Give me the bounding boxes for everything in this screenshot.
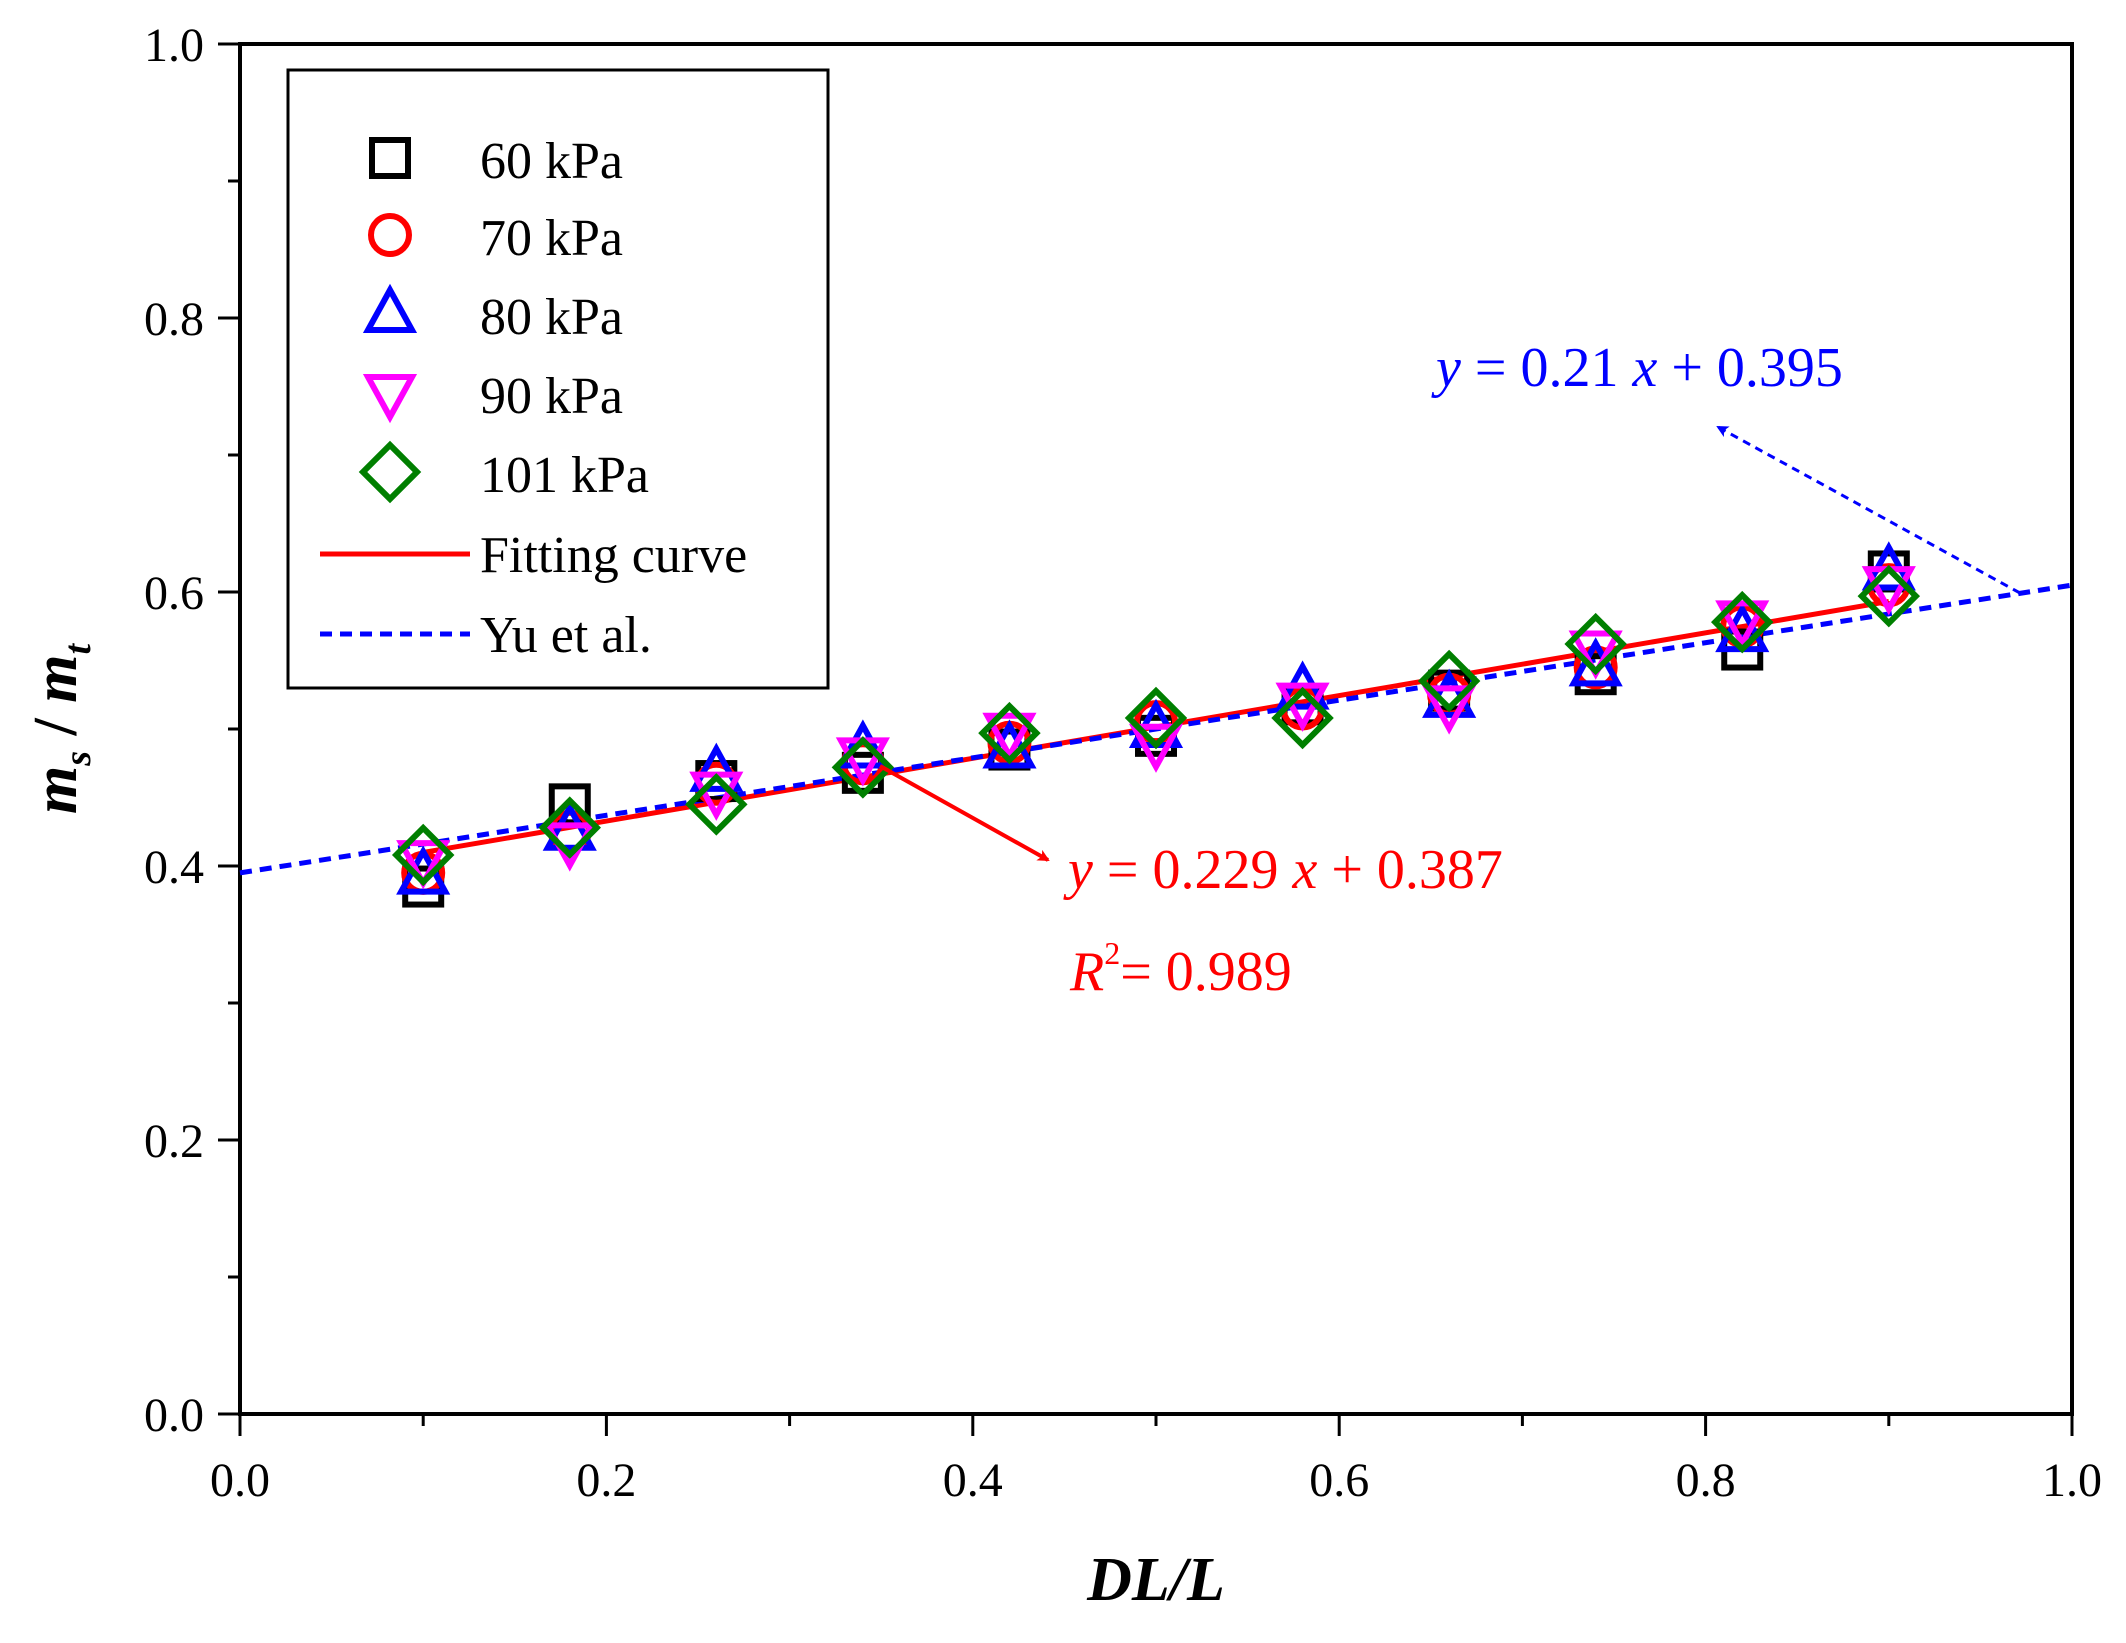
- series-101-kpa: [391, 564, 1921, 887]
- red-r-squared: R2= 0.989: [1069, 935, 1292, 1003]
- data-point: [978, 701, 1041, 765]
- data-point: [685, 773, 748, 836]
- legend-marker: [358, 440, 422, 504]
- data-point: [1271, 686, 1334, 750]
- legend-marker: [369, 137, 411, 179]
- legend-label: Fitting curve: [480, 527, 747, 584]
- data-point: [396, 840, 451, 890]
- legend-marker: [362, 283, 418, 333]
- x-axis-title: DL/L: [1086, 1546, 1225, 1614]
- data-point: [1568, 630, 1623, 680]
- data-point: [1124, 686, 1188, 750]
- legend-marker: [362, 374, 418, 424]
- legend-label: 70 kPa: [480, 210, 623, 267]
- data-point: [982, 712, 1037, 762]
- data-point: [689, 742, 744, 792]
- y-tick-label: 0.2: [144, 1115, 204, 1168]
- legend-label: Yu et al.: [480, 607, 652, 664]
- x-tick-label: 0.0: [210, 1454, 270, 1507]
- data-point: [1417, 649, 1481, 713]
- x-tick-label: 1.0: [2042, 1454, 2102, 1507]
- data-point: [1710, 590, 1774, 654]
- red-equation: y = 0.229 x + 0.387: [1063, 839, 1503, 901]
- data-point: [1564, 612, 1627, 676]
- data-point: [1128, 723, 1184, 773]
- axes: 0.0 0.2 0.4 0.6 0.8 1.0 0.0 0.2 0.4 0.6 0.8 1.0: [144, 19, 2102, 1507]
- data-point: [391, 823, 455, 887]
- x-tick-label: 0.8: [1676, 1454, 1736, 1507]
- y-tick-label: 0.4: [144, 841, 204, 894]
- data-point: [1715, 600, 1770, 650]
- x-tick-label: 0.2: [576, 1454, 636, 1507]
- legend: 60 kPa 70 kPa 80 kPa 90 kPa 101 kPa Fitting c…: [286, 68, 830, 690]
- data-point: [1422, 685, 1477, 735]
- legend-marker: [368, 213, 412, 257]
- blue-equation: y = 0.21 x + 0.395: [1431, 337, 1843, 399]
- data-point: [835, 719, 890, 769]
- y-axis-title: ms / mt: [22, 643, 99, 815]
- y-tick-label: 0.8: [144, 293, 204, 346]
- legend-label: 60 kPa: [480, 133, 623, 190]
- legend-label: 101 kPa: [480, 447, 649, 504]
- y-tick-label: 0.6: [144, 567, 204, 620]
- y-tick-label: 1.0: [144, 19, 204, 72]
- data-points: [391, 541, 1921, 908]
- y-tick-label: 0.0: [144, 1389, 204, 1442]
- x-tick-label: 0.4: [943, 1454, 1003, 1507]
- x-tick-label: 0.6: [1309, 1454, 1369, 1507]
- blue-annotation-arrow: [1716, 425, 2021, 595]
- data-point: [831, 736, 895, 799]
- red-annotation-arrow: [879, 764, 1050, 862]
- legend-label: 90 kPa: [480, 368, 623, 425]
- data-point: [538, 796, 602, 859]
- data-point: [1857, 564, 1921, 628]
- legend-label: 80 kPa: [480, 289, 623, 346]
